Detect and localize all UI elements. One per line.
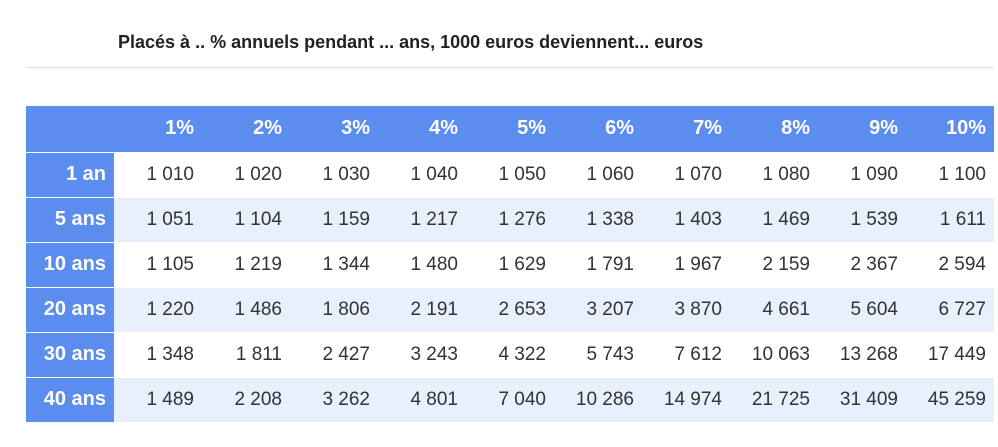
column-header: 6% bbox=[554, 106, 642, 153]
table-cell: 1 090 bbox=[818, 152, 906, 198]
table-cell: 10 063 bbox=[730, 332, 818, 378]
table-cell: 1 105 bbox=[114, 242, 202, 288]
table-cell: 1 276 bbox=[466, 197, 554, 243]
column-header: 2% bbox=[202, 106, 290, 153]
column-header: 5% bbox=[466, 106, 554, 153]
column-header: 9% bbox=[818, 106, 906, 153]
table-cell: 1 220 bbox=[114, 287, 202, 333]
column-header: 8% bbox=[730, 106, 818, 153]
table-cell: 10 286 bbox=[554, 377, 642, 423]
table-row: 1 an 1 010 1 020 1 030 1 040 1 050 1 060 1 070 1… bbox=[26, 152, 994, 198]
table-cell: 2 367 bbox=[818, 242, 906, 288]
table-cell: 5 604 bbox=[818, 287, 906, 333]
table-cell: 2 427 bbox=[290, 332, 378, 378]
table-cell: 5 743 bbox=[554, 332, 642, 378]
table-cell: 1 486 bbox=[202, 287, 290, 333]
table-cell: 1 539 bbox=[818, 197, 906, 243]
table-cell: 2 208 bbox=[202, 377, 290, 423]
table-row: 40 ans 1 489 2 208 3 262 4 801 7 040 10 286 14 … bbox=[26, 377, 994, 423]
table-cell: 1 629 bbox=[466, 242, 554, 288]
table-cell: 1 050 bbox=[466, 152, 554, 198]
table-cell: 1 219 bbox=[202, 242, 290, 288]
table-cell: 17 449 bbox=[906, 332, 994, 378]
header-row: 1% 2% 3% 4% 5% 6% 7% 8% 9% 10% bbox=[26, 106, 994, 153]
title-divider bbox=[26, 67, 994, 68]
table-cell: 1 469 bbox=[730, 197, 818, 243]
column-header: 7% bbox=[642, 106, 730, 153]
table-cell: 3 207 bbox=[554, 287, 642, 333]
table-cell: 21 725 bbox=[730, 377, 818, 423]
table-cell: 7 612 bbox=[642, 332, 730, 378]
table-cell: 1 030 bbox=[290, 152, 378, 198]
column-header: 3% bbox=[290, 106, 378, 153]
table-cell: 13 268 bbox=[818, 332, 906, 378]
table-cell: 4 661 bbox=[730, 287, 818, 333]
table-row: 30 ans 1 348 1 811 2 427 3 243 4 322 5 743 7 61… bbox=[26, 332, 994, 378]
table-cell: 1 159 bbox=[290, 197, 378, 243]
table-cell: 1 489 bbox=[114, 377, 202, 423]
table-cell: 3 243 bbox=[378, 332, 466, 378]
table-cell: 1 217 bbox=[378, 197, 466, 243]
table-cell: 1 811 bbox=[202, 332, 290, 378]
row-label: 20 ans bbox=[26, 287, 114, 333]
column-header: 1% bbox=[114, 106, 202, 153]
row-label: 10 ans bbox=[26, 242, 114, 288]
table-cell: 1 060 bbox=[554, 152, 642, 198]
table-cell: 1 080 bbox=[730, 152, 818, 198]
row-label: 40 ans bbox=[26, 377, 114, 423]
table-cell: 1 348 bbox=[114, 332, 202, 378]
table-cell: 2 653 bbox=[466, 287, 554, 333]
table-cell: 1 100 bbox=[906, 152, 994, 198]
table-row: 5 ans 1 051 1 104 1 159 1 217 1 276 1 338 1 403… bbox=[26, 197, 994, 243]
table-cell: 3 262 bbox=[290, 377, 378, 423]
table-cell: 1 403 bbox=[642, 197, 730, 243]
table-cell: 1 480 bbox=[378, 242, 466, 288]
table-row: 20 ans 1 220 1 486 1 806 2 191 2 653 3 207 3 87… bbox=[26, 287, 994, 333]
table-cell: 14 974 bbox=[642, 377, 730, 423]
table-cell: 2 191 bbox=[378, 287, 466, 333]
table-cell: 6 727 bbox=[906, 287, 994, 333]
table-cell: 31 409 bbox=[818, 377, 906, 423]
row-label: 1 an bbox=[26, 152, 114, 198]
table-cell: 1 104 bbox=[202, 197, 290, 243]
table-cell: 1 806 bbox=[290, 287, 378, 333]
table-cell: 3 870 bbox=[642, 287, 730, 333]
table-cell: 7 040 bbox=[466, 377, 554, 423]
corner-cell bbox=[26, 106, 114, 153]
table-cell: 1 338 bbox=[554, 197, 642, 243]
row-label: 5 ans bbox=[26, 197, 114, 243]
table-cell: 45 259 bbox=[906, 377, 994, 423]
table-cell: 1 051 bbox=[114, 197, 202, 243]
table-cell: 1 344 bbox=[290, 242, 378, 288]
table-row: 10 ans 1 105 1 219 1 344 1 480 1 629 1 791 1 96… bbox=[26, 242, 994, 288]
table-cell: 4 322 bbox=[466, 332, 554, 378]
table-cell: 1 070 bbox=[642, 152, 730, 198]
table-cell: 1 791 bbox=[554, 242, 642, 288]
page-title: Placés à .. % annuels pendant ... ans, 1… bbox=[118, 32, 704, 52]
row-label: 30 ans bbox=[26, 332, 114, 378]
table-cell: 1 611 bbox=[906, 197, 994, 243]
table-cell: 2 594 bbox=[906, 242, 994, 288]
table-cell: 2 159 bbox=[730, 242, 818, 288]
table-cell: 1 010 bbox=[114, 152, 202, 198]
table-body: 1 an 1 010 1 020 1 030 1 040 1 050 1 060 1 070 1… bbox=[26, 152, 994, 423]
table-cell: 1 040 bbox=[378, 152, 466, 198]
column-header: 4% bbox=[378, 106, 466, 153]
table-cell: 1 020 bbox=[202, 152, 290, 198]
column-header: 10% bbox=[906, 106, 994, 153]
interest-table: 1% 2% 3% 4% 5% 6% 7% 8% 9% 10% 1 an 1 010… bbox=[26, 106, 994, 423]
table-cell: 1 967 bbox=[642, 242, 730, 288]
table-cell: 4 801 bbox=[378, 377, 466, 423]
